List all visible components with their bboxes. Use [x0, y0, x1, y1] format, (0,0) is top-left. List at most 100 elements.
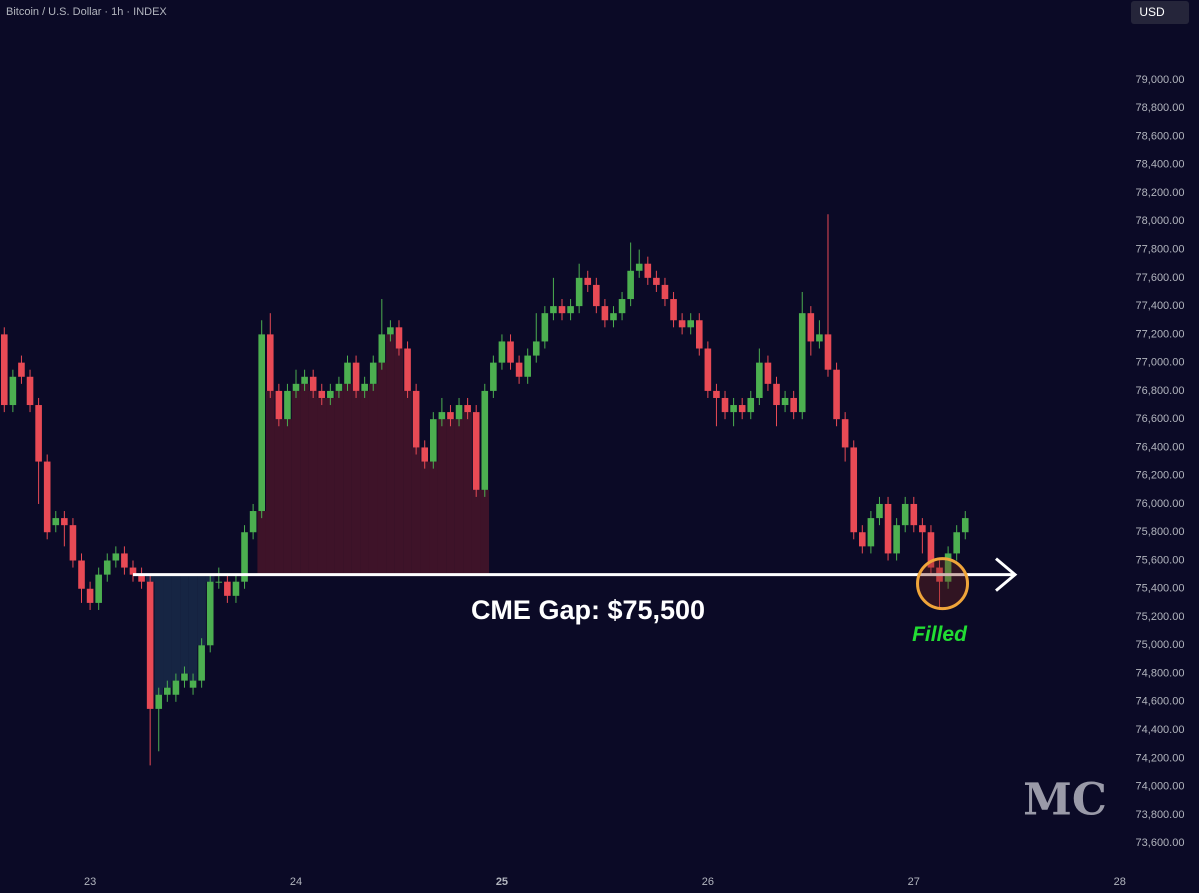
- candle-body: [567, 306, 574, 314]
- gap-shade: [463, 412, 472, 575]
- y-tick-label: 76,800.00: [1136, 385, 1185, 397]
- gap-shade: [163, 574, 172, 688]
- candle-body: [69, 525, 77, 561]
- gap-arrow-head: [995, 557, 1018, 592]
- candle-body: [653, 277, 660, 285]
- y-tick-label: 75,200.00: [1136, 611, 1185, 623]
- y-tick-label: 74,800.00: [1136, 667, 1185, 679]
- candle-body: [790, 397, 797, 413]
- candle-body: [730, 405, 737, 413]
- y-tick-label: 77,600.00: [1136, 272, 1185, 284]
- candle-body: [524, 355, 531, 377]
- gap-shade: [291, 390, 301, 575]
- y-tick-label: 78,200.00: [1136, 187, 1185, 199]
- candle-body: [859, 532, 866, 547]
- y-tick-label: 77,000.00: [1136, 357, 1185, 369]
- candle-body: [232, 581, 240, 596]
- gap-shade: [180, 574, 189, 674]
- candle-body: [86, 588, 94, 603]
- gap-shade: [300, 383, 309, 575]
- candle-body: [781, 397, 789, 406]
- candle-body: [910, 503, 918, 526]
- candle-body: [438, 412, 446, 420]
- candle-body: [919, 525, 926, 533]
- candle-body: [953, 532, 960, 554]
- candle-body: [515, 362, 523, 377]
- y-tick-label: 75,600.00: [1136, 554, 1185, 566]
- candle-body: [550, 306, 557, 314]
- candle-body: [472, 412, 480, 490]
- gap-shade: [326, 397, 335, 575]
- candle-body: [43, 461, 51, 533]
- candle-body: [464, 405, 471, 413]
- candle-body: [833, 369, 840, 420]
- y-tick-label: 75,000.00: [1136, 639, 1185, 651]
- y-tick-label: 73,600.00: [1136, 837, 1185, 849]
- y-tick-label: 75,400.00: [1136, 583, 1185, 595]
- candle-body: [773, 383, 780, 406]
- candle-body: [687, 320, 695, 328]
- currency[interactable]: USD: [1139, 5, 1165, 19]
- y-tick-label: 78,400.00: [1136, 159, 1185, 171]
- gap-shade: [471, 489, 481, 575]
- candle-body: [447, 412, 454, 420]
- candle-body: [618, 299, 626, 314]
- candle-body: [532, 341, 540, 356]
- candle-body: [541, 313, 549, 342]
- candle-body: [35, 405, 42, 462]
- gap-shade: [429, 461, 438, 575]
- gap-shade: [283, 419, 292, 575]
- candle-body: [884, 503, 892, 554]
- candle-body: [404, 348, 411, 391]
- y-tick-label: 74,600.00: [1136, 696, 1185, 708]
- y-tick-label: 73,800.00: [1136, 809, 1185, 821]
- candle-body: [181, 673, 188, 681]
- candle-body: [292, 383, 300, 391]
- y-tick-label: 78,800.00: [1136, 102, 1185, 114]
- candle-body: [944, 553, 952, 582]
- y-tick-label: 78,600.00: [1136, 130, 1185, 142]
- candle-body: [275, 390, 283, 420]
- candle-body: [901, 503, 909, 526]
- gap-shade: [394, 348, 404, 575]
- gap-shade: [171, 574, 181, 681]
- candle-body: [695, 320, 703, 349]
- candle-body: [395, 327, 403, 349]
- candle-body: [266, 334, 274, 391]
- candle-body: [412, 390, 420, 448]
- currency-box[interactable]: [1131, 1, 1189, 24]
- y-tick-label: 77,800.00: [1136, 243, 1185, 255]
- gap-shade: [403, 390, 412, 575]
- candle-body: [155, 694, 163, 709]
- y-tick-label: 76,600.00: [1136, 413, 1185, 425]
- candle-body: [344, 362, 351, 384]
- candle-body: [627, 270, 634, 300]
- candle-body: [850, 447, 858, 533]
- candle-body: [369, 362, 377, 384]
- y-tick-label: 74,200.00: [1136, 752, 1185, 764]
- filled-label: Filled: [912, 623, 968, 646]
- x-tick-label: 26: [702, 876, 714, 888]
- gap-shade: [368, 383, 378, 575]
- gap-shade: [420, 461, 430, 575]
- candle-body: [301, 376, 308, 384]
- candle-body: [189, 680, 197, 688]
- candle-body: [112, 553, 120, 561]
- candle-body: [318, 390, 326, 398]
- candle-body: [584, 277, 592, 285]
- y-tick-label: 76,400.00: [1136, 441, 1185, 453]
- candle-body: [807, 313, 815, 342]
- candle-body: [704, 348, 712, 391]
- candle-body: [798, 313, 806, 413]
- candle-body: [635, 263, 643, 271]
- candle-body: [713, 390, 720, 398]
- gap-shade: [154, 574, 164, 695]
- y-tick-label: 74,000.00: [1136, 781, 1185, 793]
- candle-body: [661, 284, 669, 300]
- candle-body: [9, 376, 17, 406]
- gap-shade: [197, 574, 206, 646]
- gap-shade: [308, 390, 318, 575]
- candle-body: [95, 574, 102, 603]
- gap-shade: [317, 397, 327, 575]
